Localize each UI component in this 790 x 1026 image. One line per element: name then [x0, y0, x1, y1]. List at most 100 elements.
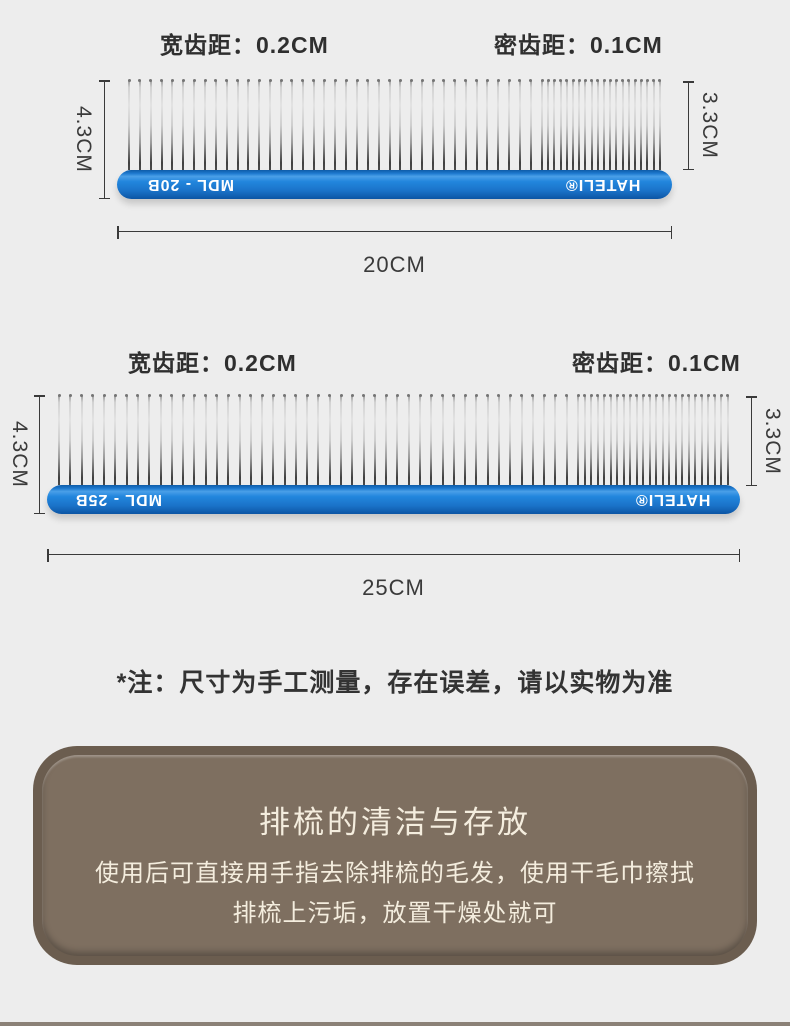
measurement-note: *注：尺寸为手工测量，存在误差，请以实物为准: [116, 669, 674, 697]
dense-teeth-group: [576, 394, 730, 485]
comb-tooth: [577, 79, 581, 170]
comb-tooth: [463, 394, 467, 485]
teeth-height-dimension-line-comb2: [746, 396, 757, 486]
comb-tooth: [312, 79, 316, 170]
comb-tooth: [497, 394, 501, 485]
model-label: MDL - 20B: [147, 176, 234, 193]
teeth-height-label-comb2: 3.3CM: [761, 407, 784, 475]
comb-tooth: [127, 79, 131, 170]
comb-teeth-row: [57, 394, 730, 485]
comb-tooth: [192, 394, 196, 485]
comb-tooth: [420, 79, 424, 170]
comb-tooth: [621, 79, 625, 170]
comb-tooth: [508, 394, 512, 485]
comb-tooth: [181, 79, 185, 170]
brand-label: HATELI®: [564, 176, 640, 193]
comb-tooth: [68, 394, 72, 485]
comb-illustration-20cm: MDL - 20B HATELI®: [113, 79, 676, 199]
dense-pitch-label-comb2: 密齿距：0.1CM: [572, 350, 741, 376]
comb-tooth: [113, 394, 117, 485]
comb-tooth: [339, 394, 343, 485]
length-dimension-line-comb1: [117, 226, 672, 239]
comb-tooth: [693, 394, 697, 485]
comb-tooth: [322, 79, 326, 170]
comb-tooth: [674, 394, 678, 485]
comb-tooth: [160, 79, 164, 170]
wide-pitch-label-comb2: 宽齿距：0.2CM: [128, 350, 297, 376]
comb-tooth: [706, 394, 710, 485]
comb-tooth: [496, 79, 500, 170]
comb-tooth: [290, 79, 294, 170]
comb-tooth: [238, 394, 241, 485]
comb-tooth: [344, 79, 348, 170]
comb-tooth: [147, 394, 151, 485]
comb-tooth: [279, 79, 283, 170]
comb-tooth: [418, 394, 422, 485]
comb-tooth: [627, 79, 631, 170]
wide-pitch-label-comb1: 宽齿距：0.2CM: [160, 32, 329, 58]
comb-tooth: [583, 79, 587, 170]
comb-tooth: [680, 394, 684, 485]
comb-tooth: [384, 394, 388, 485]
comb-tooth: [589, 394, 593, 485]
comb-tooth: [652, 79, 656, 170]
comb-tooth: [138, 79, 142, 170]
comb-tooth: [249, 394, 253, 485]
comb-tooth: [136, 394, 140, 485]
comb-tooth: [373, 394, 377, 485]
comb-tooth: [429, 394, 433, 485]
total-height-dimension-line-comb2: [34, 395, 45, 514]
dense-teeth-group: [540, 79, 662, 170]
brand-label: HATELI®: [634, 491, 710, 508]
comb-tooth: [552, 79, 556, 170]
comb-tooth: [91, 394, 95, 485]
comb-tooth: [661, 394, 665, 485]
comb-tooth: [700, 394, 704, 485]
comb-tooth: [398, 79, 402, 170]
comb-tooth: [475, 79, 478, 170]
comb-tooth: [687, 394, 691, 485]
comb-tooth: [667, 394, 671, 485]
comb-tooth: [257, 79, 261, 170]
comb-tooth: [203, 79, 207, 170]
comb-tooth: [654, 394, 658, 485]
length-dimension-line-comb2: [47, 549, 740, 562]
comb-tooth: [170, 79, 174, 170]
comb-tooth: [149, 79, 153, 170]
comb-tooth: [260, 394, 264, 485]
comb-tooth: [614, 79, 618, 170]
comb-tooth: [628, 394, 632, 485]
comb-tooth: [622, 394, 626, 485]
comb-tooth: [271, 394, 275, 485]
care-panel-title: 排梳的清洁与存放: [259, 805, 531, 840]
comb-tooth: [328, 394, 332, 485]
comb-tooth: [713, 394, 717, 485]
comb-tooth: [602, 79, 606, 170]
comb-teeth-row: [127, 79, 662, 170]
comb-tooth: [507, 79, 511, 170]
length-label-comb2: 25CM: [362, 575, 425, 600]
comb-tooth: [645, 79, 649, 170]
comb-tooth: [542, 394, 546, 485]
comb-tooth: [639, 79, 643, 170]
comb-tooth: [602, 394, 606, 485]
care-panel: 排梳的清洁与存放 使用后可直接用手指去除排梳的毛发，使用干毛巾擦拭 排梳上污垢，…: [33, 746, 757, 965]
comb-tooth: [294, 394, 298, 485]
comb-tooth: [529, 79, 533, 170]
comb-tooth: [80, 394, 84, 485]
comb-tooth: [609, 394, 613, 485]
comb-illustration-25cm: MDL - 25B HATELI®: [43, 394, 744, 514]
comb-tooth: [333, 79, 337, 170]
length-label-comb1: 20CM: [363, 252, 426, 277]
comb-tooth: [615, 394, 619, 485]
comb-tooth: [350, 394, 354, 485]
comb-tooth: [125, 394, 129, 485]
comb-tooth: [214, 79, 218, 170]
total-height-dimension-line-comb1: [99, 80, 110, 199]
comb-tooth: [571, 79, 575, 170]
comb-tooth: [485, 79, 489, 170]
comb-tooth: [596, 79, 600, 170]
comb-tooth: [366, 79, 370, 170]
wide-teeth-group: [57, 394, 569, 485]
